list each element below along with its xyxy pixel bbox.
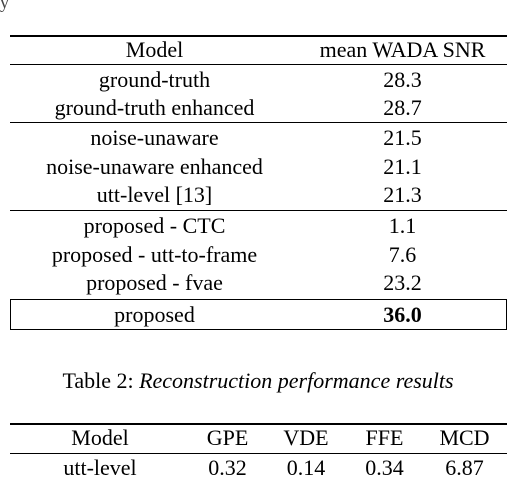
row-model: proposed - CTC <box>83 213 226 238</box>
row-snr: 21.1 <box>383 154 422 179</box>
row-mcd: 6.87 <box>445 455 484 480</box>
cut-off-glyph: y <box>0 0 9 12</box>
row-snr: 21.3 <box>383 182 422 207</box>
row-gpe: 0.32 <box>208 455 247 480</box>
row-model: ground-truth <box>98 67 211 92</box>
table2-header-rule <box>10 453 507 454</box>
header-mcd: MCD <box>439 425 490 450</box>
row-model: noise-unaware enhanced <box>46 154 263 179</box>
header-rule <box>10 64 507 65</box>
caption-text: Reconstruction performance results <box>139 368 454 393</box>
row-snr: 28.7 <box>383 95 422 120</box>
row-snr: 7.6 <box>388 242 417 267</box>
row-vde: 0.14 <box>286 455 326 480</box>
box-right-rule <box>506 299 507 330</box>
row-model: proposed - fvae <box>86 270 223 295</box>
row-model: proposed <box>114 302 195 327</box>
row-model: utt-level <box>63 455 137 480</box>
header-ffe: FFE <box>365 425 404 450</box>
box-left-rule <box>10 299 11 330</box>
row-snr: 1.1 <box>388 213 417 238</box>
row-snr: 23.2 <box>383 270 422 295</box>
caption-prefix: Table 2: <box>62 368 140 393</box>
row-snr: 21.5 <box>383 125 422 150</box>
row-snr-best: 36.0 <box>383 302 422 327</box>
row-model: utt-level [13] <box>96 182 213 207</box>
row-ffe: 0.34 <box>365 455 404 480</box>
box-bottom-rule <box>10 329 507 330</box>
group-rule <box>10 122 507 123</box>
header-model: Model <box>125 37 184 62</box>
row-snr: 28.3 <box>383 67 422 92</box>
header-gpe: GPE <box>206 425 249 450</box>
row-model: ground-truth enhanced <box>54 95 255 120</box>
row-model: proposed - utt-to-frame <box>51 242 258 267</box>
header-model: Model <box>71 425 129 450</box>
header-vde: VDE <box>283 425 329 450</box>
box-top-rule <box>10 299 507 300</box>
header-snr: mean WADA SNR <box>319 37 486 62</box>
group-rule <box>10 210 507 211</box>
row-model: noise-unaware <box>90 125 219 150</box>
table2-top-rule <box>10 423 507 425</box>
table-top-rule <box>10 35 507 37</box>
table-caption: Table 2: Reconstruction performance resu… <box>0 368 516 394</box>
